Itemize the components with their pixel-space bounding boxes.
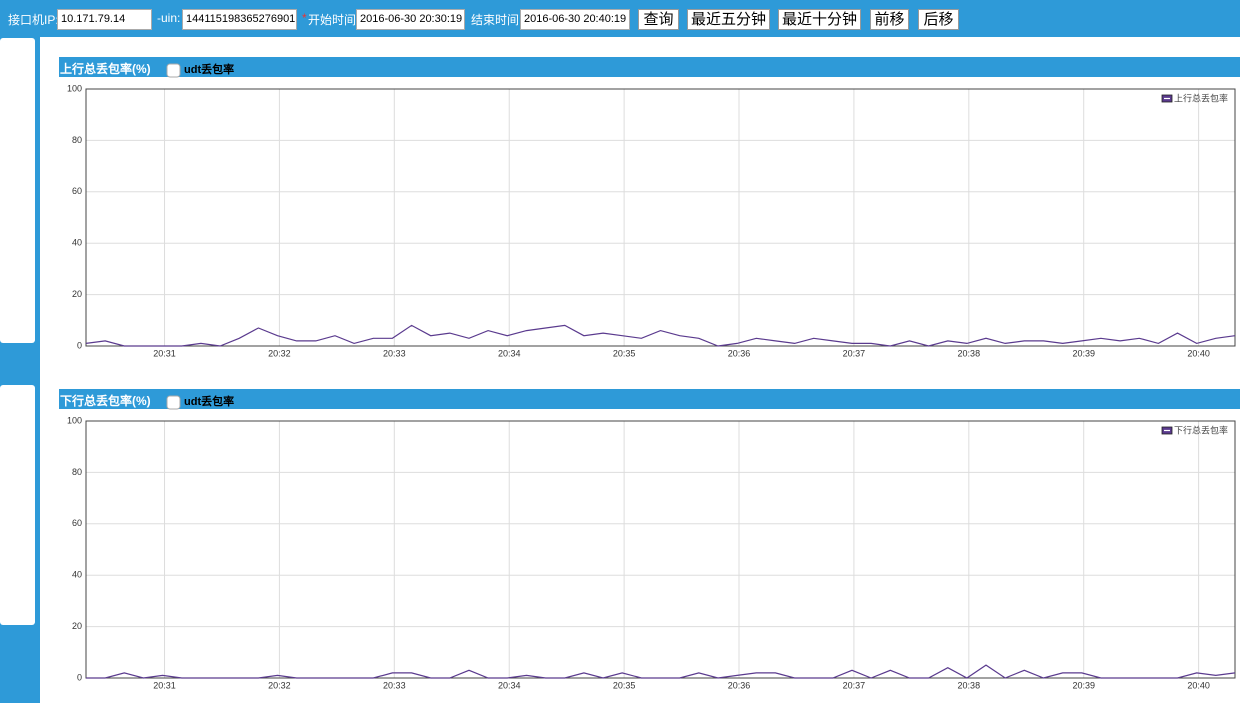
- y-tick-label: 100: [67, 83, 82, 93]
- start-input[interactable]: 2016-06-30 20:30:19: [356, 9, 465, 30]
- uin-label: -uin:: [157, 11, 181, 25]
- sidebar-panel: [0, 38, 35, 343]
- plot-frame: [85, 88, 1236, 347]
- x-tick-label: 20:34: [498, 348, 521, 358]
- series-line: [85, 324, 1236, 347]
- panel-header: [59, 389, 1240, 409]
- y-tick-label: 20: [72, 621, 82, 631]
- x-tick-label: 20:37: [843, 680, 866, 690]
- y-tick-label: 80: [72, 135, 82, 145]
- x-tick-label: 20:40: [1187, 348, 1210, 358]
- required-mark: *: [302, 11, 307, 25]
- sidebar-panel: [0, 385, 35, 625]
- y-tick-label: 20: [72, 289, 82, 299]
- x-tick-label: 20:33: [383, 348, 406, 358]
- end-label: 结束时间:: [471, 13, 523, 27]
- legend-label: 下行总丢包率: [1174, 424, 1228, 435]
- x-tick-label: 20:31: [153, 680, 176, 690]
- x-tick-label: 20:34: [498, 680, 521, 690]
- x-tick-label: 20:36: [728, 348, 751, 358]
- x-tick-label: 20:36: [728, 680, 751, 690]
- x-tick-label: 20:32: [268, 680, 291, 690]
- y-tick-label: 0: [77, 672, 82, 682]
- plot-frame: [85, 420, 1236, 679]
- query-button[interactable]: 查询: [638, 9, 679, 30]
- uin-input[interactable]: 144115198365276901: [182, 9, 297, 30]
- y-tick-label: 0: [77, 340, 82, 350]
- checkbox[interactable]: [166, 63, 181, 78]
- end-input[interactable]: 2016-06-30 20:40:19: [520, 9, 630, 30]
- series-line: [86, 664, 1236, 679]
- y-tick-label: 40: [72, 570, 82, 580]
- checkbox[interactable]: [166, 395, 181, 410]
- x-tick-label: 20:32: [268, 348, 291, 358]
- checkbox-label: udt丢包率: [184, 62, 234, 76]
- last-5min-button[interactable]: 最近五分钟: [687, 9, 770, 30]
- prev-button[interactable]: 前移: [870, 9, 909, 30]
- last-10min-button[interactable]: 最近十分钟: [778, 9, 861, 30]
- x-tick-label: 20:33: [383, 680, 406, 690]
- panel-header: [59, 57, 1240, 77]
- x-tick-label: 20:37: [843, 348, 866, 358]
- x-tick-label: 20:38: [958, 348, 981, 358]
- x-tick-label: 20:35: [613, 348, 636, 358]
- panel-title: 上行总丢包率(%): [60, 61, 151, 76]
- y-tick-label: 60: [72, 186, 82, 196]
- x-tick-label: 20:31: [153, 348, 176, 358]
- y-tick-label: 40: [72, 238, 82, 248]
- x-tick-label: 20:38: [958, 680, 981, 690]
- x-tick-label: 20:40: [1187, 680, 1210, 690]
- panel-title: 下行总丢包率(%): [60, 393, 151, 408]
- next-button[interactable]: 后移: [918, 9, 959, 30]
- legend-label: 上行总丢包率: [1174, 92, 1228, 103]
- y-tick-label: 80: [72, 467, 82, 477]
- ip-label: 接口机IP:: [8, 13, 59, 27]
- y-tick-label: 100: [67, 415, 82, 425]
- x-tick-label: 20:39: [1072, 348, 1095, 358]
- checkbox-label: udt丢包率: [184, 394, 234, 408]
- ip-input[interactable]: 10.171.79.14: [57, 9, 152, 30]
- x-tick-label: 20:35: [613, 680, 636, 690]
- x-tick-label: 20:39: [1072, 680, 1095, 690]
- y-tick-label: 60: [72, 518, 82, 528]
- toolbar: 接口机IP: 10.171.79.14 -uin: 14411519836527…: [0, 0, 1240, 37]
- start-label: 开始时间:: [308, 13, 360, 27]
